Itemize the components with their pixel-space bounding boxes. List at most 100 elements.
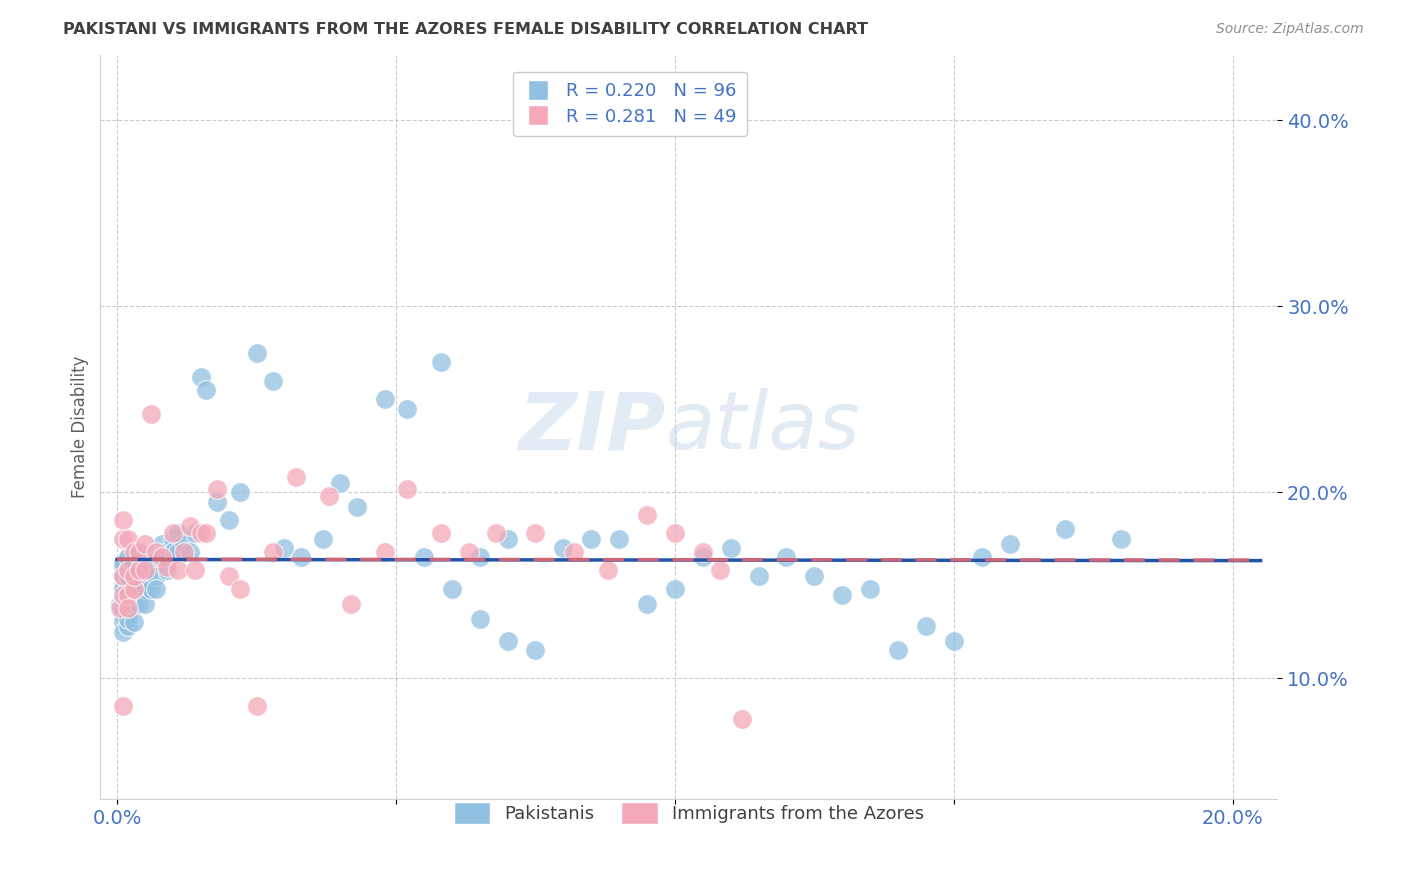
Point xyxy=(117,569,139,583)
Point xyxy=(831,588,853,602)
Point xyxy=(167,526,190,541)
Point xyxy=(775,550,797,565)
Point xyxy=(111,699,134,714)
Point xyxy=(134,597,156,611)
Point xyxy=(156,559,179,574)
Point xyxy=(111,593,134,607)
Point xyxy=(111,582,134,596)
Point xyxy=(150,550,173,565)
Point xyxy=(803,569,825,583)
Point xyxy=(173,545,195,559)
Text: atlas: atlas xyxy=(665,388,860,467)
Point xyxy=(748,569,770,583)
Point xyxy=(318,489,340,503)
Point xyxy=(709,563,731,577)
Point xyxy=(111,606,134,620)
Point xyxy=(229,485,252,500)
Point xyxy=(524,643,547,657)
Point xyxy=(915,619,938,633)
Point xyxy=(664,526,686,541)
Point xyxy=(998,537,1021,551)
Point xyxy=(970,550,993,565)
Point xyxy=(218,513,240,527)
Point xyxy=(692,550,714,565)
Point xyxy=(564,545,586,559)
Point xyxy=(859,582,882,596)
Point xyxy=(145,569,167,583)
Point xyxy=(346,500,368,515)
Point xyxy=(117,612,139,626)
Point xyxy=(117,550,139,565)
Point xyxy=(108,600,131,615)
Point xyxy=(134,537,156,551)
Point xyxy=(636,508,658,522)
Point xyxy=(139,550,162,565)
Point xyxy=(145,545,167,559)
Point xyxy=(156,545,179,559)
Point xyxy=(245,699,267,714)
Point xyxy=(150,550,173,565)
Point xyxy=(111,569,134,583)
Point xyxy=(111,559,134,574)
Point xyxy=(134,569,156,583)
Point xyxy=(117,588,139,602)
Legend: Pakistanis, Immigrants from the Azores: Pakistanis, Immigrants from the Azores xyxy=(447,795,931,831)
Point xyxy=(128,545,150,559)
Point xyxy=(173,537,195,551)
Point xyxy=(139,582,162,596)
Point xyxy=(111,600,134,615)
Point xyxy=(108,597,131,611)
Point xyxy=(128,563,150,577)
Point xyxy=(128,582,150,596)
Point xyxy=(111,588,134,602)
Point xyxy=(887,643,910,657)
Point xyxy=(122,597,145,611)
Point xyxy=(111,569,134,583)
Point xyxy=(553,541,575,555)
Point xyxy=(245,345,267,359)
Point xyxy=(162,545,184,559)
Point xyxy=(207,482,229,496)
Point xyxy=(139,556,162,570)
Point xyxy=(162,532,184,546)
Point xyxy=(412,550,434,565)
Point xyxy=(496,634,519,648)
Point xyxy=(134,563,156,577)
Point xyxy=(596,563,619,577)
Point xyxy=(179,545,201,559)
Point xyxy=(284,470,307,484)
Point xyxy=(145,582,167,596)
Point xyxy=(111,532,134,546)
Point xyxy=(122,569,145,583)
Point xyxy=(111,556,134,570)
Point xyxy=(117,600,139,615)
Point xyxy=(111,615,134,630)
Point xyxy=(117,532,139,546)
Point xyxy=(122,545,145,559)
Point xyxy=(184,563,207,577)
Point xyxy=(218,569,240,583)
Point xyxy=(122,569,145,583)
Point xyxy=(340,597,363,611)
Point xyxy=(190,526,212,541)
Point xyxy=(942,634,965,648)
Point xyxy=(145,550,167,565)
Point xyxy=(1054,523,1077,537)
Point xyxy=(122,615,145,630)
Text: Source: ZipAtlas.com: Source: ZipAtlas.com xyxy=(1216,22,1364,37)
Point xyxy=(374,545,396,559)
Point xyxy=(139,407,162,421)
Point xyxy=(111,578,134,592)
Point xyxy=(273,541,295,555)
Point xyxy=(162,526,184,541)
Point xyxy=(312,532,335,546)
Point xyxy=(374,392,396,407)
Point xyxy=(485,526,508,541)
Point xyxy=(111,513,134,527)
Y-axis label: Female Disability: Female Disability xyxy=(72,356,89,499)
Point xyxy=(117,588,139,602)
Point xyxy=(440,582,463,596)
Point xyxy=(692,545,714,559)
Point xyxy=(468,612,491,626)
Point xyxy=(195,383,218,397)
